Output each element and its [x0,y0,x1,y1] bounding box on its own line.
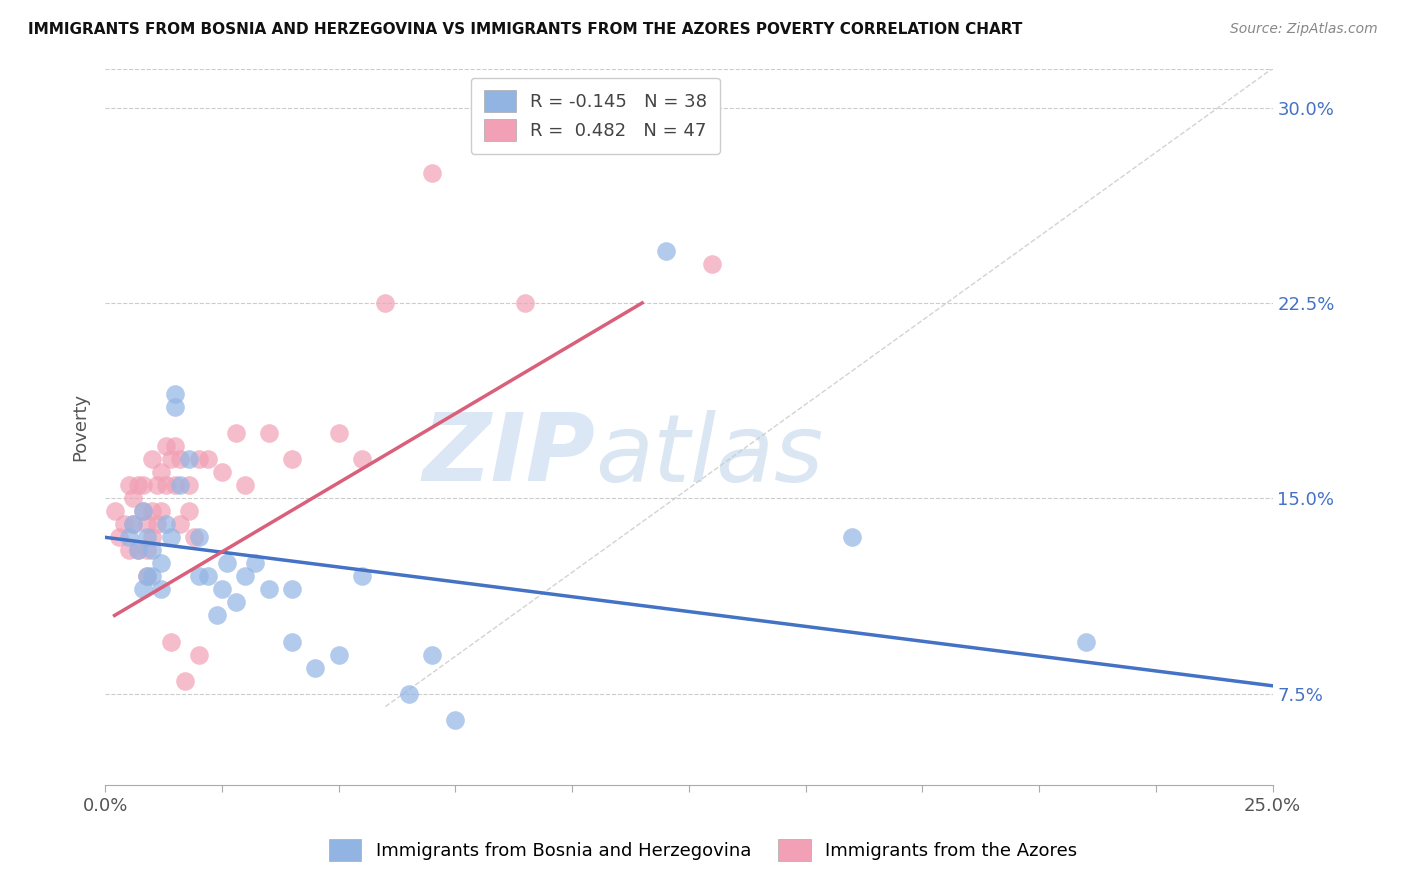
Point [179,478,201,492]
Point [187,648,209,662]
Point [117,478,139,492]
Point [169,517,191,532]
Point [155,439,177,453]
Point [702,257,724,271]
Point [145,478,167,492]
Point [141,504,163,518]
Point [398,687,420,701]
Point [225,595,247,609]
Point [117,543,139,558]
Point [150,465,173,479]
Point [183,530,205,544]
Point [165,439,187,453]
Point [165,387,187,401]
Point [155,478,177,492]
Point [165,400,187,414]
Point [515,296,537,310]
Point [122,491,145,506]
Point [127,478,149,492]
Point [141,530,163,544]
Text: atlas: atlas [596,409,824,500]
Point [187,452,209,467]
Point [117,530,139,544]
Point [304,660,326,674]
Point [420,648,443,662]
Point [136,543,159,558]
Text: IMMIGRANTS FROM BOSNIA AND HERZEGOVINA VS IMMIGRANTS FROM THE AZORES POVERTY COR: IMMIGRANTS FROM BOSNIA AND HERZEGOVINA V… [28,22,1022,37]
Point [141,569,163,583]
Point [179,452,201,467]
Point [136,517,159,532]
Point [233,569,256,583]
Point [257,582,280,597]
Point [257,426,280,441]
Point [131,478,153,492]
Point [350,452,373,467]
Point [281,634,304,648]
Point [159,634,181,648]
Point [131,582,153,597]
Point [420,166,443,180]
Point [350,569,373,583]
Point [328,648,350,662]
Point [145,517,167,532]
Text: ZIP: ZIP [423,409,596,501]
Point [179,504,201,518]
Point [150,557,173,571]
Point [211,465,233,479]
Point [169,478,191,492]
Point [165,478,187,492]
Point [243,557,266,571]
Point [169,452,191,467]
Point [281,582,304,597]
Point [215,557,238,571]
Point [150,504,173,518]
Point [136,569,159,583]
Point [136,569,159,583]
Point [131,504,153,518]
Point [1074,634,1097,648]
Point [159,530,181,544]
Point [131,504,153,518]
Point [127,543,149,558]
Point [187,530,209,544]
Point [207,608,229,623]
Point [122,517,145,532]
Point [233,478,256,492]
Point [141,452,163,467]
Point [328,426,350,441]
Point [127,543,149,558]
Y-axis label: Poverty: Poverty [72,392,89,460]
Point [136,530,159,544]
Point [197,569,219,583]
Legend: R = -0.145   N = 38, R =  0.482   N = 47: R = -0.145 N = 38, R = 0.482 N = 47 [471,78,720,154]
Point [159,452,181,467]
Point [444,713,467,727]
Point [197,452,219,467]
Point [141,543,163,558]
Point [281,452,304,467]
Point [225,426,247,441]
Point [187,569,209,583]
Point [211,582,233,597]
Point [841,530,863,544]
Point [112,517,135,532]
Point [654,244,676,258]
Text: Source: ZipAtlas.com: Source: ZipAtlas.com [1230,22,1378,37]
Point [122,517,145,532]
Point [150,582,173,597]
Point [155,517,177,532]
Point [173,673,195,688]
Point [108,530,131,544]
Legend: Immigrants from Bosnia and Herzegovina, Immigrants from the Azores: Immigrants from Bosnia and Herzegovina, … [319,830,1087,870]
Point [374,296,396,310]
Point [103,504,125,518]
